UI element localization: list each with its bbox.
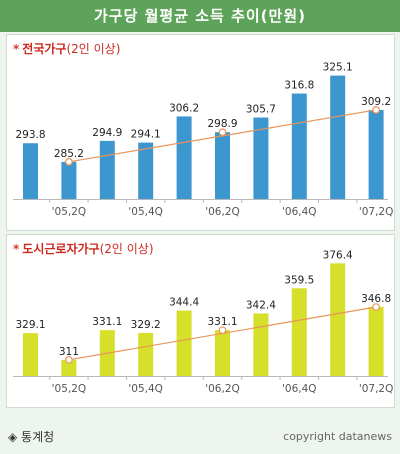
- bar-national-8: [291, 93, 307, 199]
- bar-national-7: [253, 117, 269, 199]
- trend-marker-urban-workers-1: [65, 355, 73, 364]
- star-icon: *: [13, 42, 20, 56]
- bar-urban-workers-9: [330, 263, 346, 376]
- bar-urban-workers-6: [215, 330, 230, 376]
- data-label-urban-workers-5: 344.4: [169, 297, 199, 309]
- x-tick-label-national-6: '06,2Q: [205, 206, 240, 218]
- chart-panel-urban-workers: * 도시근로자가구(2인 이상) 329.1 311 '05,2Q 331.1 329.2…: [6, 234, 395, 408]
- trend-marker-national-3: [372, 106, 380, 114]
- data-label-national-3: 294.9: [92, 127, 122, 139]
- data-label-urban-workers-4: 329.2: [131, 319, 161, 331]
- bar-urban-workers-4: [138, 332, 154, 376]
- bar-chart-national: 293.8 285.2 '05,2Q 294.9 294.1 '05,4Q 306.2 298…: [13, 62, 394, 218]
- data-label-national-9: 325.1: [323, 62, 353, 74]
- trend-marker-national-1: [65, 158, 73, 166]
- chart-title-national-main: 전국가구: [22, 42, 67, 56]
- data-label-national-8: 316.8: [284, 80, 314, 92]
- x-tick-label-national-10: '07,2Q: [359, 206, 394, 218]
- source-label: ◈ 통계청: [8, 430, 55, 444]
- bar-national-6: [215, 132, 230, 199]
- star-icon: *: [13, 242, 20, 256]
- bar-national-9: [330, 75, 346, 199]
- data-label-national-6: 298.9: [207, 118, 237, 130]
- bar-national-10: [368, 109, 384, 199]
- x-tick-label-national-2: '05,2Q: [52, 206, 87, 218]
- x-tick-label-urban-workers-2: '05,2Q: [52, 383, 87, 395]
- page-title: 가구당 월평균 소득 추이(만원): [0, 0, 400, 32]
- chart-title-national-sub: (2인 이상): [66, 42, 121, 56]
- data-label-national-2: 285.2: [54, 148, 84, 160]
- bar-urban-workers-5: [176, 310, 192, 376]
- x-tick-label-national-4: '05,4Q: [128, 206, 163, 218]
- trend-marker-urban-workers-3: [372, 303, 380, 311]
- data-label-urban-workers-3: 331.1: [92, 316, 122, 328]
- data-label-urban-workers-7: 342.4: [246, 299, 276, 311]
- data-label-national-5: 306.2: [169, 102, 199, 114]
- bar-urban-workers-2: [61, 359, 77, 376]
- data-label-urban-workers-8: 359.5: [284, 274, 314, 286]
- chart-title-urban-workers-main: 도시근로자가구: [22, 242, 100, 256]
- bar-national-3: [99, 140, 115, 199]
- data-label-national-7: 305.7: [246, 104, 276, 116]
- x-tick-label-urban-workers-10: '07,2Q: [359, 383, 394, 395]
- chart-title-urban-workers-sub: (2인 이상): [99, 242, 154, 256]
- data-label-urban-workers-10: 346.8: [361, 293, 391, 305]
- bar-national-4: [138, 142, 154, 199]
- chart-title-national: * 전국가구(2인 이상): [13, 40, 120, 57]
- data-label-urban-workers-2: 311: [59, 346, 79, 358]
- x-tick-label-national-8: '06,4Q: [282, 206, 317, 218]
- data-label-national-1: 293.8: [15, 129, 45, 141]
- copyright-label: copyright datanews: [283, 430, 392, 443]
- trend-marker-national-2: [218, 128, 227, 137]
- trend-marker-urban-workers-2: [218, 326, 227, 334]
- x-tick-label-urban-workers-8: '06,4Q: [282, 383, 317, 395]
- data-label-urban-workers-9: 376.4: [323, 249, 353, 261]
- chart-panel-national: * 전국가구(2인 이상) 293.8 285.2 '05,2Q 294.9 294.1 '…: [6, 34, 395, 231]
- data-label-national-4: 294.1: [131, 129, 161, 141]
- x-tick-label-urban-workers-6: '06,2Q: [205, 383, 240, 395]
- bar-urban-workers-8: [291, 288, 307, 376]
- data-label-urban-workers-6: 331.1: [207, 316, 237, 328]
- data-label-urban-workers-1: 329.1: [15, 319, 45, 331]
- chart-title-urban-workers: * 도시근로자가구(2인 이상): [13, 240, 154, 257]
- bar-urban-workers-10: [368, 307, 384, 376]
- x-tick-label-urban-workers-4: '05,4Q: [128, 383, 163, 395]
- data-label-national-10: 309.2: [361, 96, 391, 108]
- bar-urban-workers-1: [23, 333, 38, 376]
- bar-chart-urban-workers: 329.1 311 '05,2Q 331.1 329.2 '05,4Q 344.4 331.1…: [13, 249, 394, 395]
- bar-national-1: [23, 143, 38, 199]
- bar-urban-workers-7: [253, 313, 269, 376]
- bar-national-2: [61, 161, 77, 199]
- bar-national-5: [176, 116, 192, 199]
